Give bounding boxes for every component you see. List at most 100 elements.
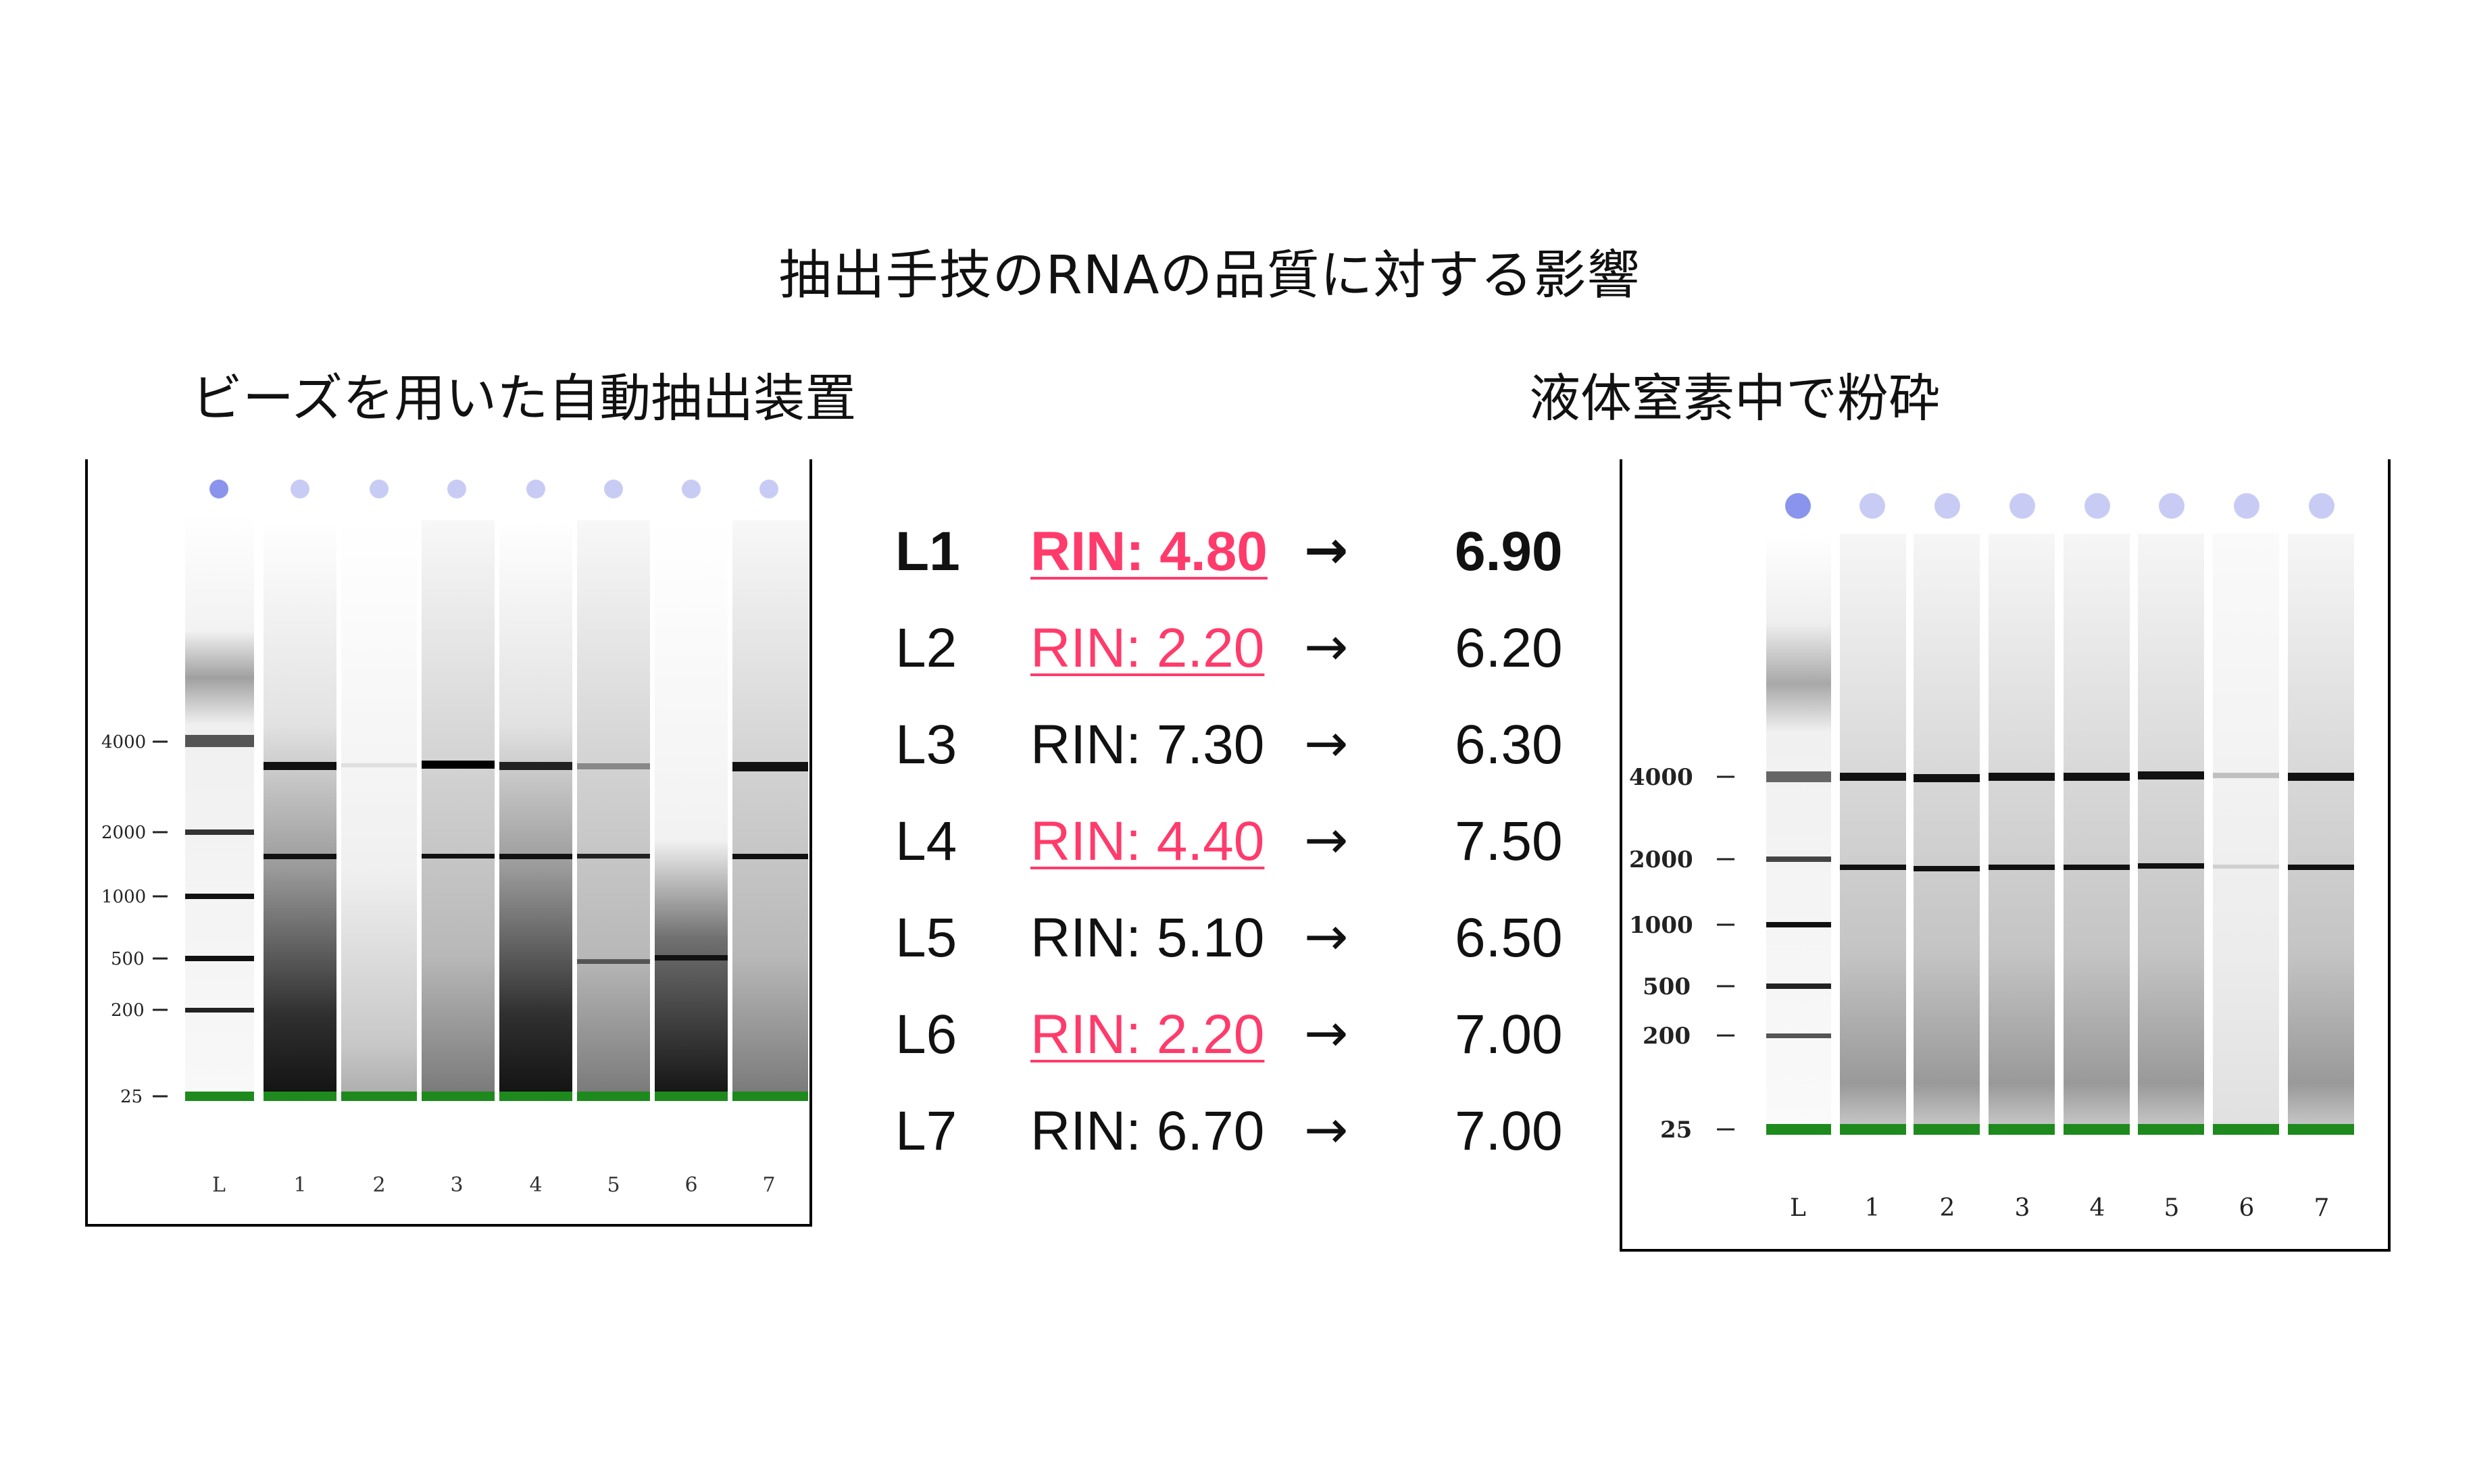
lane-name: L5 — [895, 907, 957, 969]
lane-5 — [577, 520, 650, 1101]
left-ladder-label: 1000 — [101, 887, 146, 907]
right-lane-label: 1 — [1865, 1194, 1880, 1222]
figure-title: 抽出手技のRNAの品質に対する影響 — [778, 245, 1641, 306]
well-dot — [447, 480, 466, 498]
rin-before: RIN: 6.70 — [1030, 1100, 1265, 1162]
arrow-icon: → — [1304, 906, 1349, 967]
left-ladder-label: 25 — [120, 1087, 143, 1107]
arrow-icon: → — [1304, 1003, 1349, 1064]
left-ladder-label: 2000 — [101, 823, 146, 843]
arrow-icon: → — [1304, 617, 1349, 677]
right-marker-bands — [1766, 1124, 2354, 1135]
left-lane-label: 3 — [450, 1173, 463, 1197]
right-lane-label: 4 — [2090, 1194, 2105, 1222]
left-panel-title: ビーズを用いた自動抽出装置 — [191, 368, 857, 428]
well-dot — [682, 480, 701, 498]
arrow-icon: → — [1304, 713, 1349, 774]
left-lane-label: 2 — [372, 1173, 385, 1197]
well-dot — [209, 480, 228, 498]
lane-name: L2 — [895, 617, 957, 679]
arrow-icon: → — [1304, 520, 1349, 581]
rin-after: 7.00 — [1455, 1004, 1563, 1065]
well-dot — [759, 480, 778, 498]
well-dot — [2159, 493, 2184, 519]
lane-2 — [1914, 534, 1980, 1131]
lane-6 — [655, 520, 728, 1101]
left-lane-label: 6 — [684, 1173, 697, 1197]
rin-before: RIN: 4.80 — [1030, 521, 1268, 582]
well-dot — [291, 480, 309, 498]
rin-after: 7.50 — [1455, 811, 1563, 872]
right-ladder-label: 1000 — [1629, 912, 1693, 939]
rin-before: RIN: 2.20 — [1030, 617, 1265, 679]
left-gel-image: 4000 2000 1000 500 200 25 L 1 2 3 4 5 6 … — [85, 459, 812, 1227]
right-sample-lanes — [1840, 534, 2354, 1131]
rin-after: 6.30 — [1455, 714, 1563, 775]
right-ladder-label: 2000 — [1629, 846, 1693, 873]
rin-after: 7.00 — [1455, 1100, 1563, 1162]
rin-before: RIN: 5.10 — [1030, 907, 1265, 969]
right-ladder-label: 500 — [1643, 973, 1691, 1000]
lane-3 — [422, 520, 495, 1101]
lane-1 — [264, 520, 336, 1101]
well-dot — [2009, 493, 2035, 519]
right-lane-label: 3 — [2015, 1194, 2030, 1222]
well-dot — [1785, 493, 1811, 519]
right-ladder-label: 200 — [1643, 1023, 1691, 1050]
left-ladder-lane — [185, 513, 254, 1101]
well-dot — [370, 480, 389, 498]
lane-name: L1 — [895, 521, 960, 582]
lane-4 — [499, 520, 572, 1101]
lane-name: L3 — [895, 714, 957, 775]
lane-6 — [2213, 534, 2279, 1131]
right-ladder-lane — [1766, 534, 1831, 1135]
well-dot — [604, 480, 623, 498]
rin-after: 6.90 — [1455, 521, 1563, 582]
rin-before: RIN: 2.20 — [1030, 1004, 1265, 1065]
left-lane-label: 1 — [293, 1173, 306, 1197]
well-dot — [2084, 493, 2110, 519]
right-lane-label: 5 — [2164, 1194, 2180, 1222]
right-lane-label: L — [1790, 1194, 1806, 1222]
lane-3 — [1989, 534, 2055, 1131]
right-wells — [1785, 493, 2334, 519]
left-gel-svg: 4000 2000 1000 500 200 25 L 1 2 3 4 5 6 … — [101, 480, 808, 1197]
left-ladder-label: 4000 — [101, 732, 146, 752]
right-axis-ticks — [1717, 775, 1734, 1131]
right-gel-image: 4000 2000 1000 500 200 25 L 1 2 3 4 5 6 … — [1620, 459, 2391, 1252]
left-sample-lanes — [264, 520, 808, 1101]
well-dot — [2234, 493, 2259, 519]
lane-2 — [341, 520, 417, 1101]
rin-before: RIN: 4.40 — [1030, 811, 1265, 872]
lane-1 — [1840, 534, 1906, 1131]
right-ladder-label: 25 — [1660, 1117, 1692, 1144]
lane-name: L7 — [895, 1100, 957, 1162]
right-ladder-label: 4000 — [1629, 764, 1693, 791]
left-lane-label: 5 — [607, 1173, 620, 1197]
lane-7 — [2288, 534, 2354, 1131]
lane-4 — [2064, 534, 2130, 1131]
left-wells — [209, 480, 778, 498]
left-lane-label: L — [212, 1173, 226, 1197]
left-marker-bands — [185, 1092, 808, 1101]
arrow-icon: → — [1304, 1100, 1349, 1160]
well-dot — [526, 480, 545, 498]
left-ladder-label: 500 — [111, 949, 145, 969]
arrow-icon: → — [1304, 810, 1349, 871]
right-gel-svg: 4000 2000 1000 500 200 25 L 1 2 3 4 5 6 … — [1629, 493, 2354, 1222]
left-ladder-label: 200 — [111, 1000, 145, 1021]
left-axis-ticks — [153, 740, 168, 1098]
lane-5 — [2138, 534, 2204, 1131]
right-panel-title: 液体窒素中で粉砕 — [1529, 368, 1940, 428]
lane-name: L4 — [895, 811, 957, 872]
left-lane-label: 4 — [529, 1173, 542, 1197]
rin-after: 6.50 — [1455, 907, 1563, 969]
left-lane-label: 7 — [762, 1173, 775, 1197]
rin-before: RIN: 7.30 — [1030, 714, 1265, 775]
rin-after: 6.20 — [1455, 617, 1563, 679]
right-lane-label: 7 — [2314, 1194, 2330, 1222]
right-lane-label: 2 — [1940, 1194, 1955, 1222]
well-dot — [1859, 493, 1885, 519]
lane-7 — [732, 520, 808, 1101]
well-dot — [2309, 493, 2334, 519]
